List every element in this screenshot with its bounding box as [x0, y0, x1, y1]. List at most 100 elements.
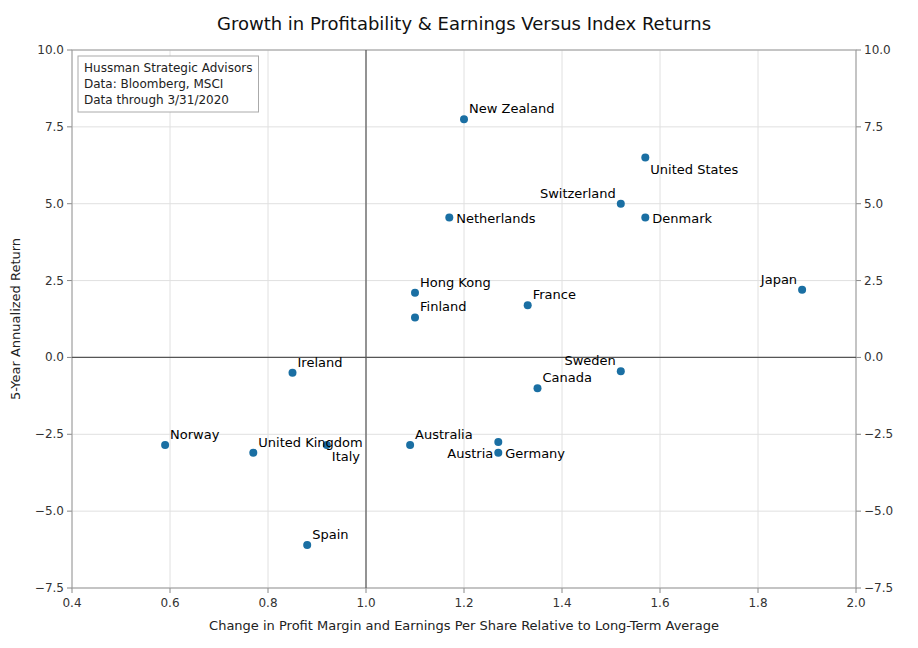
point: [524, 301, 532, 309]
point-label: Norway: [170, 427, 220, 442]
point: [494, 449, 502, 457]
tick: [856, 280, 861, 281]
point-label: New Zealand: [469, 101, 554, 116]
tick-label: −2.5: [35, 427, 64, 441]
point: [411, 289, 419, 297]
x-axis-label: Change in Profit Margin and Earnings Per…: [209, 618, 719, 633]
tick: [856, 588, 857, 593]
tick-label: 10.0: [37, 43, 64, 57]
reference-line: [365, 50, 366, 588]
title: Growth in Profitability & Earnings Versu…: [217, 13, 711, 34]
grid: [72, 50, 856, 588]
point: [617, 367, 625, 375]
tick: [660, 588, 661, 593]
tick: [170, 588, 171, 593]
point: [641, 154, 649, 162]
grid-line: [562, 50, 563, 588]
grid-line: [464, 50, 465, 588]
annotation: Hussman Strategic AdvisorsData: Bloomber…: [78, 56, 259, 112]
annotation-box: [78, 56, 259, 112]
point: [406, 441, 414, 449]
tick: [67, 280, 72, 281]
tick-label: 5.0: [864, 197, 883, 211]
point: [445, 214, 453, 222]
point-label: Austria: [447, 446, 493, 461]
tick: [758, 588, 759, 593]
point-label: Denmark: [652, 211, 712, 226]
point-label: France: [533, 287, 576, 302]
point: [798, 286, 806, 294]
point-label: Sweden: [564, 353, 615, 368]
tick: [67, 50, 72, 51]
tick-label: 1.2: [454, 596, 473, 610]
tick-label: −5.0: [864, 504, 893, 518]
tick-label: 1.8: [748, 596, 767, 610]
tick: [67, 434, 72, 435]
tick: [856, 511, 861, 512]
tick: [67, 588, 72, 589]
tick-label: −7.5: [864, 581, 893, 595]
tick: [268, 588, 269, 593]
tick-label: 2.5: [45, 274, 64, 288]
point: [534, 384, 542, 392]
tick: [856, 588, 861, 589]
tick-label: 0.6: [160, 596, 179, 610]
reference-line: [72, 357, 856, 358]
tick: [72, 588, 73, 593]
point-label: Switzerland: [540, 186, 616, 201]
tick-label: 1.6: [650, 596, 669, 610]
grid-line: [366, 50, 367, 588]
axes: 0.40.60.81.01.21.41.61.82.0−7.5−7.5−5.0−…: [35, 43, 893, 610]
point-label: Germany: [505, 446, 565, 461]
tick: [366, 588, 367, 593]
grid-line: [170, 50, 171, 588]
point: [161, 441, 169, 449]
tick: [856, 434, 861, 435]
point-label: Canada: [543, 370, 592, 385]
point: [641, 214, 649, 222]
tick-label: 2.0: [846, 596, 865, 610]
tick-label: 10.0: [864, 43, 891, 57]
point: [617, 200, 625, 208]
tick: [464, 588, 465, 593]
tick: [67, 357, 72, 358]
tick-label: −7.5: [35, 581, 64, 595]
tick: [562, 588, 563, 593]
grid-line: [72, 511, 856, 512]
grid-line: [72, 203, 856, 204]
grid-line: [660, 50, 661, 588]
tick-label: 0.0: [864, 350, 883, 364]
point-labels: New Zealand United States Netherlands Switz…: [170, 101, 797, 542]
grid-line: [758, 50, 759, 588]
tick-label: 7.5: [45, 120, 64, 134]
tick: [67, 511, 72, 512]
grid-line: [72, 357, 856, 358]
grid-line: [72, 126, 856, 127]
point: [411, 313, 419, 321]
point: [289, 369, 297, 377]
tick-label: 5.0: [45, 197, 64, 211]
point-label: United States: [650, 162, 738, 177]
point-label: Netherlands: [456, 211, 535, 226]
plot-frame: [72, 50, 856, 588]
tick-label: 0.8: [258, 596, 277, 610]
point: [303, 541, 311, 549]
point-label: Italy: [332, 449, 361, 464]
tick: [856, 357, 861, 358]
point-label: Australia: [415, 427, 473, 442]
tick-label: 0.4: [62, 596, 81, 610]
tick-label: 1.4: [552, 596, 571, 610]
point: [460, 115, 468, 123]
tick-label: 2.5: [864, 274, 883, 288]
point: [249, 449, 257, 457]
tick: [67, 203, 72, 204]
tick: [856, 126, 861, 127]
plot-area: [72, 50, 856, 588]
tick-label: −2.5: [864, 427, 893, 441]
point-label: Spain: [312, 527, 348, 542]
point-label: United Kingdom: [258, 435, 362, 450]
tick-label: 1.0: [356, 596, 375, 610]
background: [0, 0, 918, 648]
tick-label: 7.5: [864, 120, 883, 134]
point-label: Japan: [760, 272, 797, 287]
